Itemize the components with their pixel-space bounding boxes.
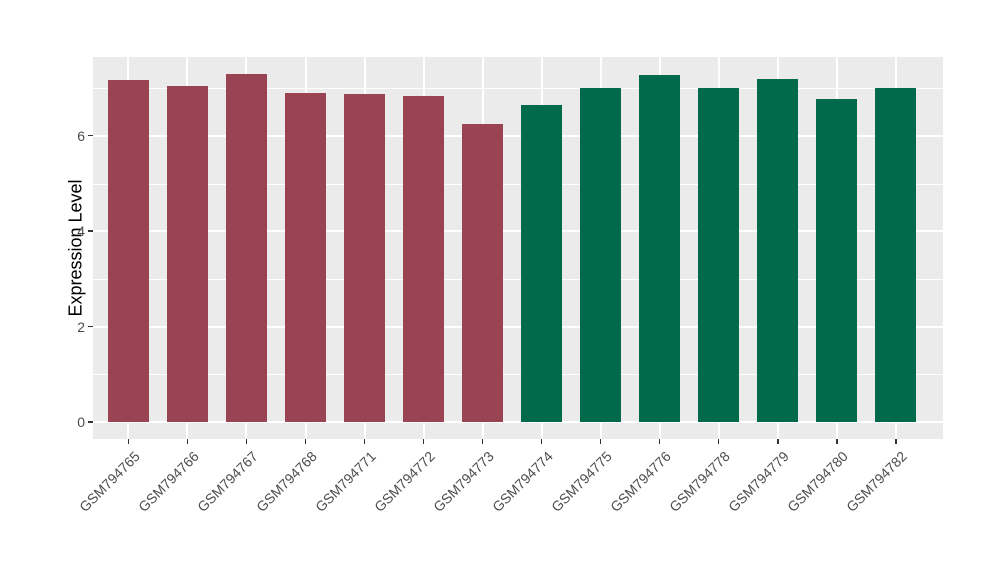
bar-GSM794766: [166, 86, 209, 422]
bar-GSM794779: [757, 79, 799, 422]
x-tick-label: GSM794778: [666, 448, 734, 515]
bar-GSM794782: [875, 88, 917, 422]
x-tick-label: GSM794774: [489, 448, 556, 515]
gridline-major-y0: [93, 421, 943, 423]
gridline-minor-y5: [93, 183, 943, 185]
y-tickmark: [88, 230, 93, 232]
gridline-minor-y3: [93, 278, 943, 280]
x-tick-label: GSM794773: [429, 448, 497, 515]
x-tickmark: [127, 439, 130, 444]
x-tickmark: [245, 439, 248, 444]
x-tickmark: [481, 439, 484, 444]
bar-GSM794765: [107, 80, 150, 422]
y-tick-label: 2: [77, 318, 85, 335]
gridline-major-y4: [93, 230, 943, 233]
x-tickmark: [776, 439, 779, 444]
y-tickmark: [88, 134, 93, 137]
bar-GSM794778: [698, 88, 740, 422]
gridline-major-y6: [93, 134, 943, 137]
y-axis-title: Expression Level: [65, 179, 86, 317]
bar-GSM794767: [225, 73, 268, 422]
gridline-minor-y1: [93, 374, 943, 376]
x-tickmark: [363, 439, 366, 444]
y-tick-label: 6: [77, 127, 85, 144]
bar-GSM794773: [461, 123, 504, 422]
x-tickmark: [717, 439, 720, 444]
y-tick-label: 0: [77, 414, 85, 430]
bar-GSM794780: [816, 99, 858, 422]
x-tickmark: [304, 439, 307, 444]
x-tick-label: GSM794780: [784, 448, 852, 515]
x-tick-label: GSM794767: [193, 448, 261, 515]
x-tickmark: [835, 439, 838, 444]
bar-GSM794776: [639, 75, 681, 422]
plot-panel: [93, 57, 943, 439]
x-tickmark: [540, 439, 543, 444]
x-tick-label: GSM794765: [75, 448, 143, 515]
x-tick-label: GSM794772: [370, 448, 438, 515]
x-tick-label: GSM794766: [134, 448, 202, 515]
x-tickmark: [422, 439, 425, 444]
x-tick-label: GSM794776: [607, 448, 674, 515]
bar-GSM794768: [284, 92, 327, 422]
x-tick-label: GSM794775: [548, 448, 615, 515]
x-tickmark: [658, 439, 661, 444]
gridline-major-y2: [93, 325, 943, 328]
x-tick-label: GSM794768: [252, 448, 320, 515]
bar-GSM794771: [343, 93, 386, 422]
x-tick-label: GSM794782: [843, 448, 911, 515]
y-tick-label: 4: [77, 223, 85, 240]
x-tickmark: [894, 439, 897, 444]
x-tickmark: [599, 439, 602, 444]
gridline-minor-y7: [93, 88, 943, 90]
bar-GSM794772: [402, 96, 445, 422]
bar-GSM794775: [579, 88, 622, 422]
y-tickmark: [88, 421, 93, 423]
y-tickmark: [88, 325, 93, 328]
bar-GSM794774: [520, 104, 563, 422]
x-tickmark: [186, 439, 189, 444]
x-tick-label: GSM794771: [311, 448, 379, 515]
x-tick-label: GSM794779: [725, 448, 793, 515]
